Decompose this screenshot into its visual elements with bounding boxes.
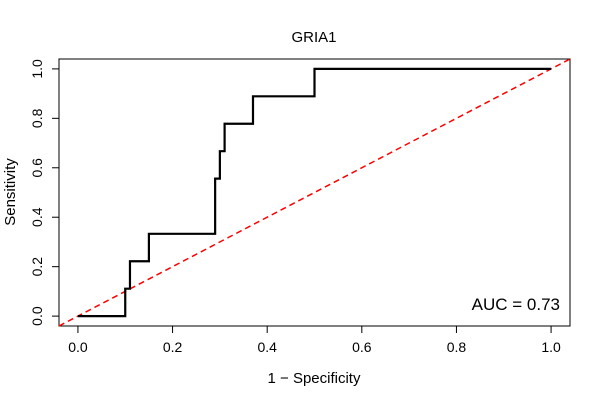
x-tick-label: 0.2 [163, 339, 183, 355]
y-tick-label: 0.2 [29, 257, 45, 277]
reference-diagonal-line [58, 58, 571, 327]
series-layer [58, 58, 571, 327]
auc-annotation: AUC = 0.73 [472, 295, 560, 314]
x-tick-label: 0.4 [257, 339, 277, 355]
y-tick-label: 0.4 [29, 207, 45, 227]
x-axis-label: 1 − Specificity [268, 370, 361, 387]
x-tick-label: 1.0 [541, 339, 561, 355]
y-tick-label: 0.0 [29, 306, 45, 326]
y-tick-label: 0.8 [29, 108, 45, 128]
y-axis: 0.0 0.2 0.4 0.6 0.8 1.0 [29, 59, 60, 326]
y-axis-label: Sensitivity [2, 158, 19, 226]
x-tick-label: 0.0 [68, 339, 88, 355]
x-axis: 0.0 0.2 0.4 0.6 0.8 1.0 [68, 325, 561, 355]
y-tick-label: 0.6 [29, 158, 45, 178]
roc-curve-line [77, 67, 552, 318]
y-tick-label: 1.0 [29, 59, 45, 79]
x-tick-label: 0.8 [447, 339, 467, 355]
chart-title: GRIA1 [291, 29, 336, 46]
x-tick-label: 0.6 [352, 339, 372, 355]
